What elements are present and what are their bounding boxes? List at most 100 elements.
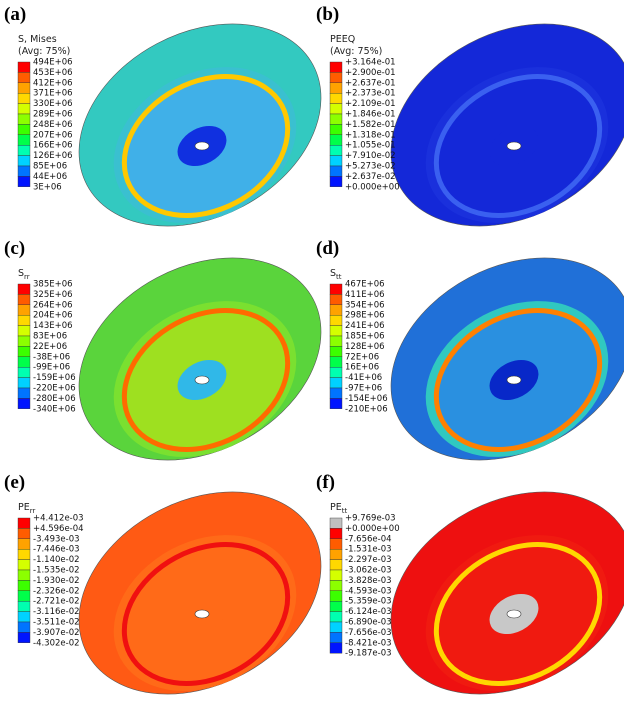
legend-swatch — [17, 103, 31, 115]
legend-swatch — [329, 346, 343, 358]
legend-subscript: rr — [24, 273, 30, 281]
legend-title: (Avg: 75%) — [18, 46, 70, 57]
legend-swatch — [329, 356, 343, 368]
legend-label: -280E+06 — [33, 394, 76, 404]
panel: (f)PEtt+9.769e-03+0.000e+00-7.656e-04-1.… — [316, 472, 624, 695]
legend-swatch — [329, 61, 343, 73]
legend-label: 411E+06 — [345, 290, 385, 300]
legend-title: Stt — [330, 268, 342, 281]
legend-swatch — [17, 325, 31, 337]
legend-swatch — [17, 314, 31, 326]
legend-swatch — [329, 600, 343, 612]
legend-swatch — [17, 366, 31, 378]
legend-swatch — [17, 82, 31, 94]
panel-label: (b) — [316, 4, 339, 25]
legend-label: +3.164e-01 — [345, 58, 396, 68]
legend-swatch — [17, 590, 31, 602]
legend-swatch — [17, 387, 31, 399]
legend-swatch — [329, 548, 343, 560]
legend-swatch — [17, 155, 31, 167]
contour-plot — [390, 257, 624, 461]
legend-swatch — [329, 103, 343, 115]
legend-subscript: tt — [336, 273, 342, 281]
legend-label: +4.412e-03 — [33, 514, 84, 524]
legend-swatch — [329, 366, 343, 378]
legend-label: -154E+06 — [345, 394, 388, 404]
legend-swatch — [17, 538, 31, 550]
legend-swatch — [17, 61, 31, 73]
legend-label: -2.721e-02 — [33, 597, 80, 607]
legend-label: 385E+06 — [33, 280, 73, 290]
legend-swatch — [17, 72, 31, 84]
legend-label: -9.187e-03 — [345, 649, 392, 659]
legend-label: +9.769e-03 — [345, 514, 396, 524]
legend-label: +2.109e-01 — [345, 99, 396, 109]
legend-swatch — [329, 398, 343, 409]
legend-swatch — [17, 528, 31, 540]
legend-swatch — [17, 398, 31, 409]
legend-swatch — [329, 134, 343, 146]
legend-label: 289E+06 — [33, 110, 73, 120]
legend-label: 185E+06 — [345, 332, 385, 342]
legend-swatch — [329, 377, 343, 389]
legend-label: 128E+06 — [345, 342, 385, 352]
legend-label: +1.846e-01 — [345, 110, 396, 120]
legend-label: 16E+06 — [345, 363, 379, 373]
legend-swatch — [329, 621, 343, 633]
legend-label: -6.124e-03 — [345, 607, 392, 617]
legend-label: -7.656e-03 — [345, 628, 392, 638]
legend-label: -4.302e-02 — [33, 638, 80, 648]
legend-label: 264E+06 — [33, 300, 73, 310]
legend-swatch — [17, 621, 31, 633]
legend-label: 248E+06 — [33, 120, 73, 130]
legend-label: -7.446e-03 — [33, 545, 80, 555]
legend-swatch — [329, 314, 343, 326]
legend-swatch — [17, 176, 31, 187]
legend-label: -1.535e-02 — [33, 566, 80, 576]
legend-swatch — [329, 335, 343, 347]
legend-swatch — [17, 377, 31, 389]
legend-label: 83E+06 — [33, 332, 67, 342]
legend-swatch — [329, 325, 343, 337]
legend-subscript: tt — [342, 507, 348, 515]
panel: (b)PEEQ(Avg: 75%)+3.164e-01+2.900e-01+2.… — [316, 4, 624, 227]
legend-swatch — [17, 335, 31, 347]
legend-label: +5.273e-02 — [345, 162, 396, 172]
legend-swatch — [17, 124, 31, 136]
legend-label: 85E+06 — [33, 162, 67, 172]
legend-swatch — [329, 72, 343, 84]
legend-label: 453E+06 — [33, 68, 73, 78]
legend-label: 204E+06 — [33, 311, 73, 321]
legend-label: +0.000e+00 — [345, 182, 400, 192]
legend-label: -210E+06 — [345, 404, 388, 414]
legend-swatch — [329, 538, 343, 550]
panel-label: (a) — [4, 4, 26, 25]
legend-swatch — [329, 283, 343, 295]
legend-swatch — [17, 346, 31, 358]
legend-swatch — [17, 304, 31, 316]
legend-label: -3.828e-03 — [345, 576, 392, 586]
legend-swatch — [17, 134, 31, 146]
legend-swatch — [17, 632, 31, 643]
legend-label: -6.890e-03 — [345, 618, 392, 628]
legend-label: -4.593e-03 — [345, 586, 392, 596]
legend-label: -1.140e-02 — [33, 555, 80, 565]
legend-swatch — [17, 113, 31, 125]
panel-label: (c) — [4, 238, 25, 259]
legend-swatch — [329, 92, 343, 104]
legend-swatch — [329, 590, 343, 602]
legend-label: -2.297e-03 — [345, 555, 392, 565]
legend-swatch — [17, 559, 31, 571]
disk-hole — [506, 375, 522, 385]
legend-label: +1.055e-01 — [345, 141, 396, 151]
contour-plot — [390, 491, 624, 695]
legend-swatch — [329, 176, 343, 187]
legend-swatch — [17, 356, 31, 368]
legend-label: -220E+06 — [33, 384, 76, 394]
legend-swatch — [17, 611, 31, 623]
legend-swatch — [329, 632, 343, 643]
legend-label: -8.421e-03 — [345, 638, 392, 648]
legend-subscript: rr — [30, 507, 36, 515]
legend-label: +0.000e+00 — [345, 524, 400, 534]
legend-label: -3.062e-03 — [345, 566, 392, 576]
